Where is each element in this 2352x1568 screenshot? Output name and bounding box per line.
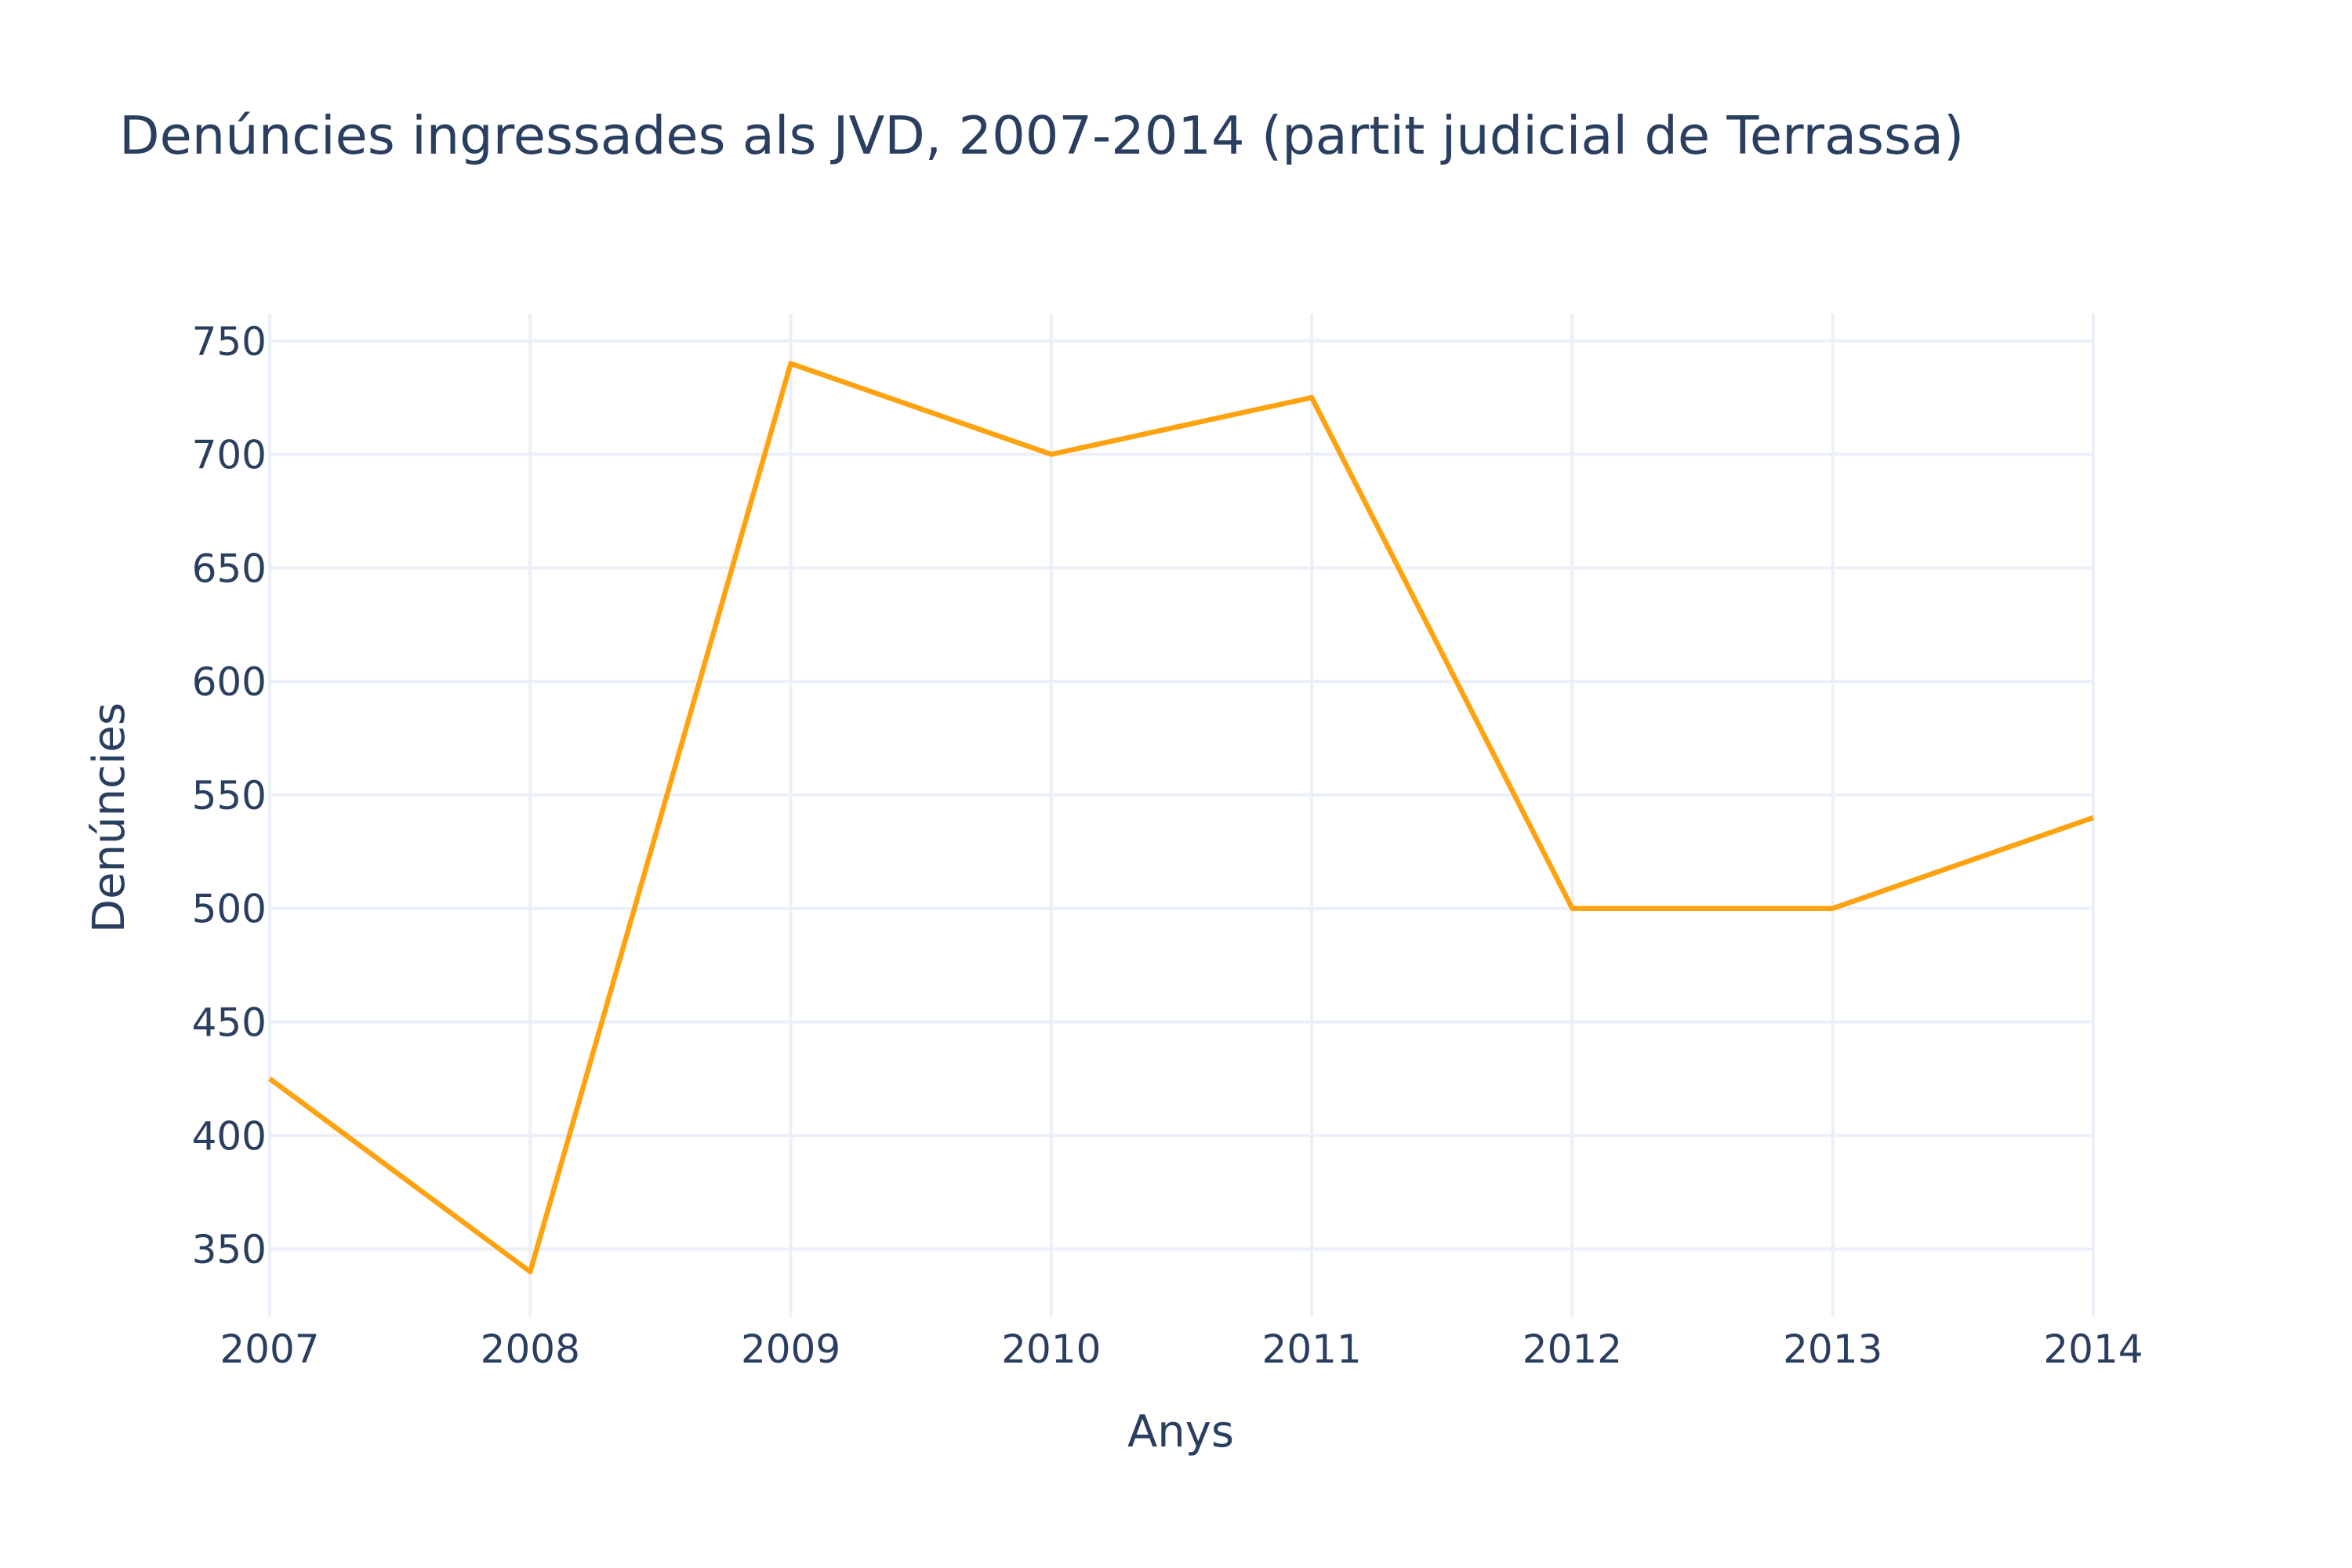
y-tick-label: 500 (192, 887, 267, 932)
x-axis-ticks: 2007 2008 2009 2010 2011 2012 2013 2014 (220, 1327, 2143, 1372)
y-tick-label: 350 (192, 1227, 267, 1272)
x-tick-label: 2013 (1783, 1327, 1882, 1372)
x-tick-label: 2007 (220, 1327, 319, 1372)
x-tick-label: 2009 (741, 1327, 840, 1372)
y-tick-label: 750 (192, 319, 267, 365)
x-tick-label: 2011 (1262, 1327, 1362, 1372)
x-axis-title: Anys (1127, 1406, 1234, 1457)
y-tick-label: 450 (192, 1000, 267, 1046)
y-tick-label: 700 (192, 433, 267, 478)
series-layer (268, 361, 2095, 1275)
x-tick-label: 2014 (2043, 1327, 2143, 1372)
x-tick-label: 2008 (481, 1327, 580, 1372)
x-tick-label: 2012 (1523, 1327, 1622, 1372)
series-line (268, 361, 2095, 1275)
chart-title: Denúncies ingressades als JVD, 2007-2014… (119, 105, 1964, 166)
y-axis-title: Denúncies (84, 702, 135, 933)
y-tick-label: 550 (192, 773, 267, 818)
x-tick-label: 2010 (1001, 1327, 1101, 1372)
y-tick-label: 400 (192, 1113, 267, 1159)
y-tick-label: 650 (192, 546, 267, 591)
y-tick-label: 600 (192, 659, 267, 705)
grid (268, 314, 2095, 1317)
y-axis-ticks: 350 400 450 500 550 600 650 700 750 (192, 319, 267, 1272)
